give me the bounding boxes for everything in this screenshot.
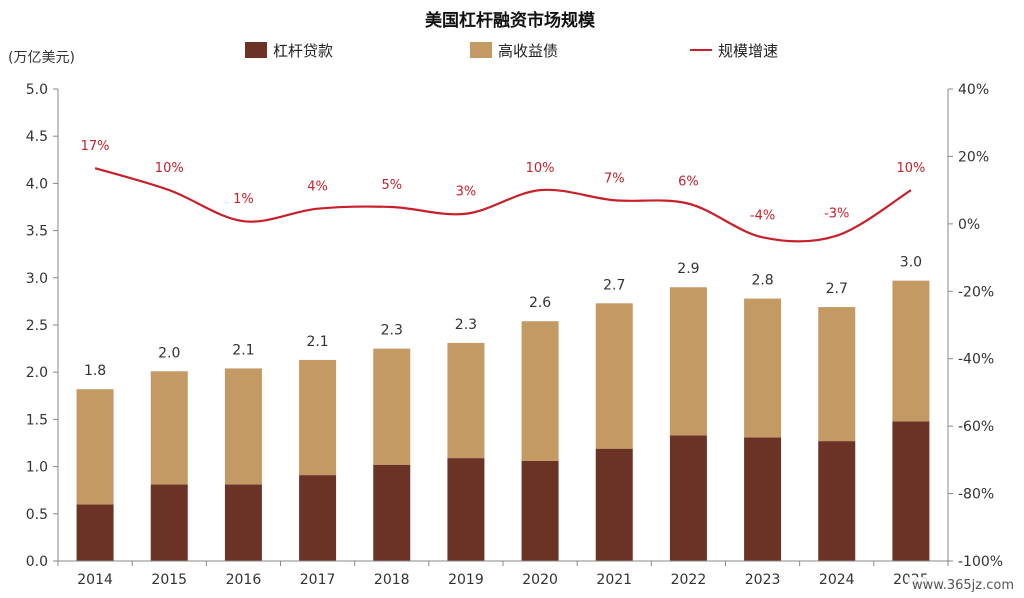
left-tick-label: 2.0 <box>26 365 48 381</box>
legend-label-loans: 杠杆贷款 <box>273 42 333 60</box>
bar-leveraged-loans <box>299 475 337 561</box>
growth-line-group: 17% 10% 1% 4% 5% 3% 10% 7% 6% -4% -3% 10% <box>81 139 925 243</box>
growth-label: -3% <box>824 207 849 222</box>
right-tick-label: -100% <box>958 554 1003 570</box>
bar-leveraged-loans <box>150 484 188 561</box>
bar-leveraged-loans <box>818 441 856 561</box>
legend-label-bonds: 高收益债 <box>498 42 558 60</box>
legend-swatch-loans <box>245 42 267 58</box>
bar-high-yield-bonds <box>669 287 707 436</box>
growth-label: 10% <box>155 161 184 176</box>
x-axis: 2014 2015 2016 2017 2018 2019 2020 2021 2022 2023… <box>57 560 949 588</box>
bar-leveraged-loans <box>595 448 633 561</box>
x-tick-label: 2020 <box>522 572 558 588</box>
bar-high-yield-bonds <box>150 371 188 485</box>
bar-high-yield-bonds <box>744 298 782 438</box>
left-tick-label: 0.5 <box>26 507 48 523</box>
x-tick-label: 2014 <box>77 572 113 588</box>
growth-label: 6% <box>678 175 699 190</box>
x-tick-label: 2022 <box>671 572 707 588</box>
left-tick-label: 1.5 <box>26 412 48 428</box>
chart-title: 美国杠杆融资市场规模 <box>425 10 596 31</box>
growth-label: 1% <box>233 192 254 207</box>
x-tick-label: 2016 <box>226 572 262 588</box>
legend: 杠杆贷款 高收益债 规模增速 <box>245 42 778 60</box>
bar-high-yield-bonds <box>818 307 856 442</box>
left-tick-label: 5.0 <box>26 82 48 98</box>
x-tick-label: 2018 <box>374 572 410 588</box>
right-tick-label: -80% <box>958 487 994 503</box>
bar-high-yield-bonds <box>892 280 930 422</box>
right-tick-label: 40% <box>958 82 989 98</box>
x-tick-label: 2015 <box>151 572 187 588</box>
bar-leveraged-loans <box>447 458 485 561</box>
legend-label-growth: 规模增速 <box>718 42 778 60</box>
bar-leveraged-loans <box>224 484 262 561</box>
right-tick-label: 20% <box>958 149 989 165</box>
bar-high-yield-bonds <box>521 321 559 461</box>
bar-leveraged-loans <box>744 437 782 561</box>
total-label: 2.1 <box>306 334 328 350</box>
left-tick-label: 3.0 <box>26 271 48 287</box>
left-tick-label: 4.5 <box>26 129 48 145</box>
right-tick-label: -20% <box>958 284 994 300</box>
bar-high-yield-bonds <box>299 359 337 476</box>
y-axis-label: (万亿美元) <box>8 50 75 66</box>
growth-label: 10% <box>896 161 925 176</box>
bars-group <box>76 280 930 561</box>
total-label: 2.8 <box>751 273 773 289</box>
bar-leveraged-loans <box>76 504 114 561</box>
total-label: 2.7 <box>603 277 625 293</box>
growth-label: 3% <box>456 185 477 200</box>
total-label: 2.9 <box>677 261 699 277</box>
bar-high-yield-bonds <box>76 389 114 505</box>
bar-leveraged-loans <box>373 464 411 561</box>
left-y-axis: 0.0 0.5 1.0 1.5 2.0 2.5 3.0 3.5 4.0 4.5 5.0 <box>26 82 59 570</box>
left-tick-label: 0.0 <box>26 554 48 570</box>
bar-leveraged-loans <box>521 460 559 561</box>
growth-label: 5% <box>381 178 402 193</box>
left-tick-label: 1.0 <box>26 460 48 476</box>
right-y-axis: -100% -80% -60% -40% -20% 0% 20% 40% <box>947 82 1003 570</box>
total-label: 2.6 <box>529 295 551 311</box>
growth-label: 10% <box>526 161 555 176</box>
bar-leveraged-loans <box>892 421 930 561</box>
total-labels: 1.8 2.0 2.1 2.1 2.3 2.3 2.6 2.7 2.9 2.8 2.7 3.0 <box>84 255 922 380</box>
growth-label: 4% <box>307 180 328 195</box>
x-tick-label: 2017 <box>300 572 336 588</box>
right-tick-label: 0% <box>958 217 980 233</box>
x-tick-label: 2023 <box>745 572 781 588</box>
total-label: 2.0 <box>158 345 180 361</box>
total-label: 2.3 <box>381 323 403 339</box>
left-tick-label: 3.5 <box>26 224 48 240</box>
growth-line <box>94 167 912 243</box>
growth-label: 17% <box>81 139 110 154</box>
x-tick-label: 2024 <box>819 572 855 588</box>
x-tick-label: 2019 <box>448 572 484 588</box>
growth-label: -4% <box>750 208 775 223</box>
watermark: www.365jz.com <box>908 577 1018 594</box>
total-label: 3.0 <box>900 255 922 271</box>
growth-label: 7% <box>604 171 625 186</box>
total-label: 2.3 <box>455 317 477 333</box>
right-tick-label: -40% <box>958 352 994 368</box>
bar-high-yield-bonds <box>373 348 411 465</box>
left-tick-label: 2.5 <box>26 318 48 334</box>
left-tick-label: 4.0 <box>26 176 48 192</box>
total-label: 1.8 <box>84 363 106 379</box>
bar-high-yield-bonds <box>447 342 485 459</box>
bar-high-yield-bonds <box>595 303 633 449</box>
x-tick-label: 2021 <box>596 572 632 588</box>
right-tick-label: -60% <box>958 419 994 435</box>
bar-leveraged-loans <box>669 435 707 561</box>
total-label: 2.1 <box>232 342 254 358</box>
total-label: 2.7 <box>826 281 848 297</box>
legend-swatch-bonds <box>470 42 492 58</box>
bar-high-yield-bonds <box>224 368 262 485</box>
